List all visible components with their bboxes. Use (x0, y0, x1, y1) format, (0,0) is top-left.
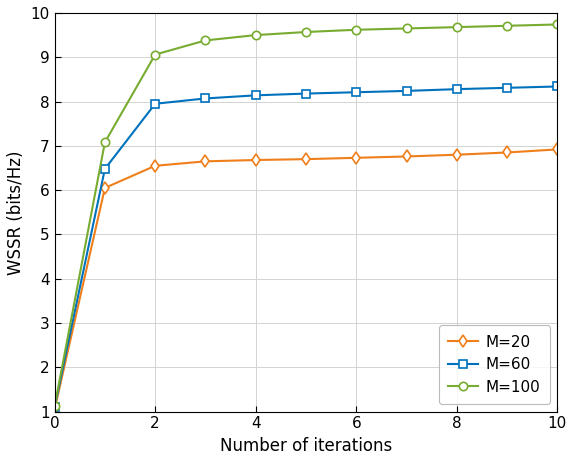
Line: M=20: M=20 (51, 145, 561, 413)
M=60 (302, 91, 309, 97)
M=60 (51, 404, 58, 410)
M=20 (102, 185, 108, 191)
M=100 (102, 140, 108, 145)
M=100 (202, 37, 209, 43)
M=100 (504, 23, 511, 29)
M=20 (554, 146, 561, 152)
M=20 (504, 150, 511, 155)
M=100 (453, 24, 460, 30)
M=100 (152, 52, 158, 57)
M=20 (453, 152, 460, 158)
Legend: M=20, M=60, M=100: M=20, M=60, M=100 (439, 325, 550, 404)
M=100 (403, 26, 410, 31)
M=60 (202, 96, 209, 101)
M=20 (353, 155, 360, 161)
M=100 (353, 27, 360, 32)
Line: M=100: M=100 (51, 20, 561, 411)
M=60 (453, 86, 460, 92)
M=60 (554, 84, 561, 89)
M=60 (403, 88, 410, 94)
M=60 (102, 166, 108, 172)
M=60 (353, 90, 360, 95)
Y-axis label: WSSR (bits/Hz): WSSR (bits/Hz) (7, 150, 25, 274)
M=20 (51, 407, 58, 412)
M=20 (403, 154, 410, 159)
M=100 (253, 32, 259, 38)
M=60 (253, 92, 259, 98)
M=20 (253, 157, 259, 163)
Line: M=60: M=60 (51, 82, 561, 411)
X-axis label: Number of iterations: Number of iterations (220, 437, 392, 455)
M=20 (152, 163, 158, 169)
M=100 (554, 22, 561, 27)
M=100 (302, 29, 309, 35)
M=20 (302, 156, 309, 162)
M=20 (202, 158, 209, 164)
M=60 (152, 101, 158, 107)
M=60 (504, 85, 511, 91)
M=100 (51, 403, 58, 409)
